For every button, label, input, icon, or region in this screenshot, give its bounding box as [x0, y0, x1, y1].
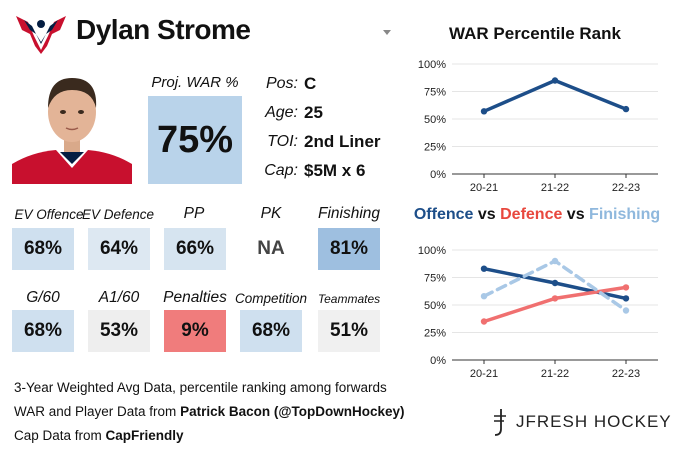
chart1-ytick-label: 100% — [418, 59, 446, 71]
stat-label-penalties: Penalties — [163, 289, 227, 306]
chart1-xtick-label: 21-22 — [541, 182, 569, 194]
stat-tile-pk: NA — [257, 238, 285, 259]
chart2-title-vs-1: vs — [473, 206, 501, 223]
brand: JFRESH HOCKEY — [490, 407, 672, 437]
chart2-ytick-label: 0% — [430, 355, 446, 367]
info-value-age: 25 — [304, 103, 323, 122]
stat-label-g60: G/60 — [26, 289, 60, 306]
chart1-ytick-label: 50% — [424, 114, 446, 126]
footer-source-war: WAR and Player Data from Patrick Bacon (… — [14, 404, 405, 419]
chart2-series-2-point — [551, 257, 559, 265]
footer-source-cap-credit: CapFriendly — [105, 428, 184, 443]
stat-label-ev-defence: EV Defence — [81, 207, 155, 222]
stat-tile-a160: 53% — [88, 310, 150, 352]
footer-note: 3-Year Weighted Avg Data, percentile ran… — [14, 380, 387, 395]
brand-name: JFRESH HOCKEY — [516, 412, 672, 431]
offence-defence-finishing-chart: 0% 25% 50% 75% 100% 20-21 21-22 22-23 — [418, 245, 658, 380]
stat-label-competition: Competition — [234, 291, 308, 306]
info-value-pos: C — [304, 74, 317, 93]
chart1-series-0-point — [551, 77, 559, 84]
stat-tile-penalties: 9% — [164, 310, 226, 352]
proj-war-label: Proj. WAR % — [151, 74, 239, 91]
info-label-pos: Pos: — [265, 75, 298, 92]
chart2-series-0-point — [551, 279, 559, 287]
stat-tile-g60: 68% — [12, 310, 74, 352]
chart1-series-0-point — [480, 108, 488, 115]
footer-source-war-prefix: WAR and Player Data from — [14, 404, 181, 419]
stat-tile-finishing: 81% — [318, 228, 380, 270]
chart2-series-0-point — [480, 265, 488, 272]
chart2-xtick-label: 21-22 — [541, 368, 569, 380]
chart1-title: WAR Percentile Rank — [449, 24, 621, 43]
chart2-title-vs-2: vs — [562, 206, 590, 223]
chart2-title-defence: Defence — [500, 206, 563, 223]
stat-tile-ev-defence: 64% — [88, 228, 150, 270]
chart1-ytick-label: 75% — [424, 87, 446, 99]
info-label-age: Age: — [265, 104, 298, 121]
info-label-cap: Cap: — [264, 162, 298, 179]
chart1-xtick-label: 22-23 — [612, 182, 640, 194]
chart2-series-2-point — [480, 293, 488, 300]
war-percentile-chart: 0% 25% 50% 75% 100% 20-21 21-22 22-23 — [418, 59, 658, 194]
stat-tile-competition: 68% — [240, 310, 302, 352]
stat-tile-ev-offence: 68% — [12, 228, 74, 270]
brand-mark-icon — [494, 409, 506, 436]
chevron-down-icon[interactable] — [383, 30, 391, 35]
chart1-series-0-point — [622, 105, 630, 113]
chart2-series-0-point — [622, 295, 630, 302]
capitals-logo-icon — [16, 16, 66, 54]
chart2-ytick-label: 25% — [424, 328, 446, 340]
proj-war-value: 75% — [148, 96, 242, 184]
info-label-toi: TOI: — [267, 133, 298, 150]
footer-source-cap-prefix: Cap Data from — [14, 428, 106, 443]
chart1-ytick-label: 25% — [424, 142, 446, 154]
chart2-ytick-label: 50% — [424, 300, 446, 312]
stat-label-ev-offence: EV Offence — [14, 207, 84, 222]
stat-label-teammates: Teammates — [317, 292, 381, 306]
chart2-ytick-label: 75% — [424, 273, 446, 285]
chart2-series-2-point — [622, 307, 630, 314]
chart2-title: Offence vs Defence vs Finishing — [404, 206, 670, 224]
footer-source-cap: Cap Data from CapFriendly — [14, 428, 184, 443]
player-photo — [12, 68, 132, 184]
chart2-title-finishing: Finishing — [589, 206, 661, 223]
stat-label-pk: PK — [260, 205, 282, 222]
chart2-series-1-point — [480, 318, 488, 325]
info-value-toi: 2nd Liner — [304, 132, 381, 151]
chart2-xtick-label: 20-21 — [470, 368, 498, 380]
player-name: Dylan Strome — [76, 14, 251, 45]
stat-tile-pp: 66% — [164, 228, 226, 270]
chart1-ytick-label: 0% — [430, 169, 446, 181]
footer-source-war-credit: Patrick Bacon (@TopDownHockey) — [180, 404, 405, 419]
chart2-xtick-label: 22-23 — [612, 368, 640, 380]
chart1-xtick-label: 20-21 — [470, 182, 498, 194]
chart2-series-1-point — [551, 295, 559, 302]
stat-label-a160: A1/60 — [98, 289, 140, 306]
chart2-ytick-label: 100% — [418, 245, 446, 257]
chart2-series-1-point — [622, 284, 630, 291]
chart2-title-offence: Offence — [413, 206, 474, 223]
stat-label-pp: PP — [183, 205, 205, 222]
stat-tile-teammates: 51% — [318, 310, 380, 352]
info-value-cap: $5M x 6 — [304, 161, 366, 180]
stat-label-finishing: Finishing — [317, 205, 381, 222]
chart1-series-line-0 — [482, 78, 628, 114]
